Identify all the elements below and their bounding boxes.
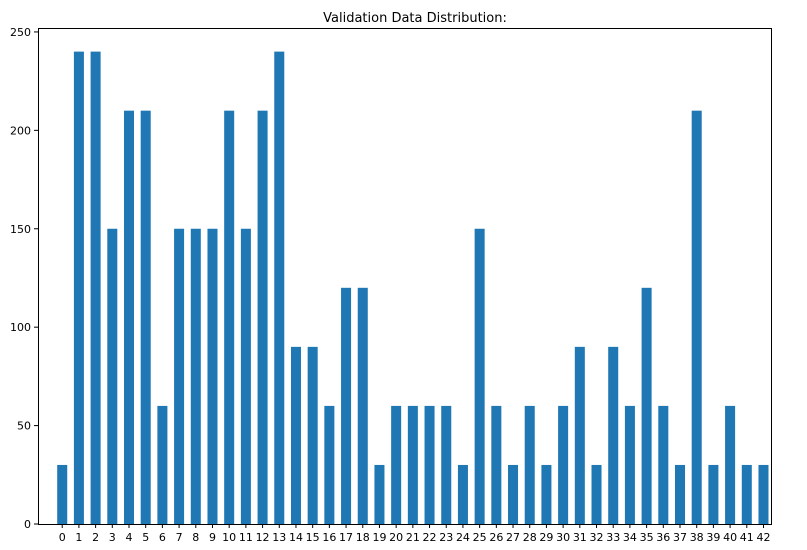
x-tick-label: 37 (673, 531, 687, 544)
x-tick-label: 29 (539, 531, 553, 544)
y-tick-label: 250 (10, 26, 31, 39)
x-tick-label: 31 (573, 531, 587, 544)
bar-12 (257, 110, 268, 525)
x-tick-label: 19 (372, 531, 386, 544)
x-axis: 0 1 2 3 4 5 6 7 8 9 10 11 12 13 14 15 16 17 18 19 20 21 22 23 24… (59, 524, 770, 544)
y-tick-label: 100 (10, 321, 31, 334)
bar-33 (608, 346, 619, 524)
x-tick-label: 17 (339, 531, 353, 544)
x-tick-label: 20 (389, 531, 403, 544)
x-tick-label: 1 (75, 531, 82, 544)
x-tick-label: 27 (506, 531, 520, 544)
bar-6 (157, 405, 168, 524)
x-tick-label: 16 (322, 531, 336, 544)
bar-16 (324, 405, 335, 524)
y-tick-label: 0 (24, 518, 31, 531)
y-tick-label: 50 (17, 420, 31, 433)
bar-29 (541, 464, 552, 524)
x-tick-label: 24 (456, 531, 470, 544)
bar-28 (524, 405, 535, 524)
x-tick-label: 34 (623, 531, 637, 544)
x-tick-label: 21 (406, 531, 420, 544)
bar-22 (424, 405, 435, 524)
x-tick-label: 30 (556, 531, 570, 544)
y-tick-label: 150 (10, 223, 31, 236)
bar-31 (574, 346, 585, 524)
bar-40 (725, 405, 736, 524)
plot-frame (38, 28, 772, 525)
bar-18 (357, 287, 368, 524)
x-tick-label: 23 (439, 531, 453, 544)
bar-15 (307, 346, 318, 524)
bar-0 (57, 464, 68, 524)
x-tick-label: 26 (489, 531, 503, 544)
x-tick-label: 6 (159, 531, 166, 544)
bar-11 (240, 228, 251, 524)
bar-3 (107, 228, 118, 524)
bar-27 (508, 464, 519, 524)
bar-37 (674, 464, 686, 524)
x-tick-label: 18 (356, 531, 370, 544)
x-tick-label: 11 (239, 531, 253, 544)
x-tick-label: 41 (740, 531, 754, 544)
bar-2 (90, 51, 101, 524)
x-tick-label: 5 (142, 531, 149, 544)
bar-41 (741, 464, 752, 524)
x-tick-label: 39 (706, 531, 720, 544)
bar-17 (341, 287, 352, 524)
x-tick-label: 14 (289, 531, 303, 544)
x-tick-label: 36 (656, 531, 670, 544)
bar-38 (691, 110, 702, 525)
x-tick-label: 4 (125, 531, 132, 544)
bar-35 (641, 287, 652, 524)
chart-title: Validation Data Distribution: (323, 11, 507, 26)
bar-36 (658, 405, 669, 524)
x-tick-label: 40 (723, 531, 737, 544)
x-tick-label: 8 (192, 531, 199, 544)
bar-19 (374, 464, 385, 524)
x-tick-label: 15 (306, 531, 320, 544)
bar-21 (407, 405, 418, 524)
bar-1 (73, 51, 84, 524)
x-tick-label: 35 (640, 531, 654, 544)
x-tick-label: 12 (256, 531, 270, 544)
bar-42 (758, 464, 769, 524)
x-tick-label: 2 (92, 531, 99, 544)
y-axis: 0 50 100 150 200 250 (10, 26, 38, 531)
x-tick-label: 9 (209, 531, 216, 544)
x-tick-label: 33 (606, 531, 620, 544)
bar-26 (491, 405, 502, 524)
x-tick-label: 22 (423, 531, 437, 544)
bar-7 (174, 228, 185, 524)
bar-5 (140, 110, 151, 525)
bars-group (57, 51, 769, 525)
x-tick-label: 7 (176, 531, 183, 544)
bar-14 (290, 346, 301, 524)
bar-20 (391, 405, 402, 524)
x-tick-label: 13 (272, 531, 286, 544)
x-tick-label: 38 (690, 531, 704, 544)
bar-30 (558, 405, 569, 524)
x-tick-label: 42 (756, 531, 770, 544)
x-tick-label: 10 (222, 531, 236, 544)
bar-4 (123, 110, 135, 525)
bar-39 (708, 464, 719, 524)
x-tick-label: 28 (523, 531, 537, 544)
x-tick-label: 3 (109, 531, 116, 544)
bar-32 (591, 464, 602, 524)
bar-24 (457, 464, 468, 524)
y-tick-label: 200 (10, 124, 31, 137)
bar-23 (441, 405, 452, 524)
bar-13 (274, 51, 285, 524)
x-tick-label: 25 (473, 531, 487, 544)
bar-25 (474, 228, 485, 524)
bar-8 (190, 228, 201, 524)
bar-10 (224, 110, 235, 525)
bar-9 (207, 228, 218, 524)
x-tick-label: 32 (590, 531, 604, 544)
x-tick-label: 0 (59, 531, 66, 544)
bar-34 (624, 405, 635, 524)
